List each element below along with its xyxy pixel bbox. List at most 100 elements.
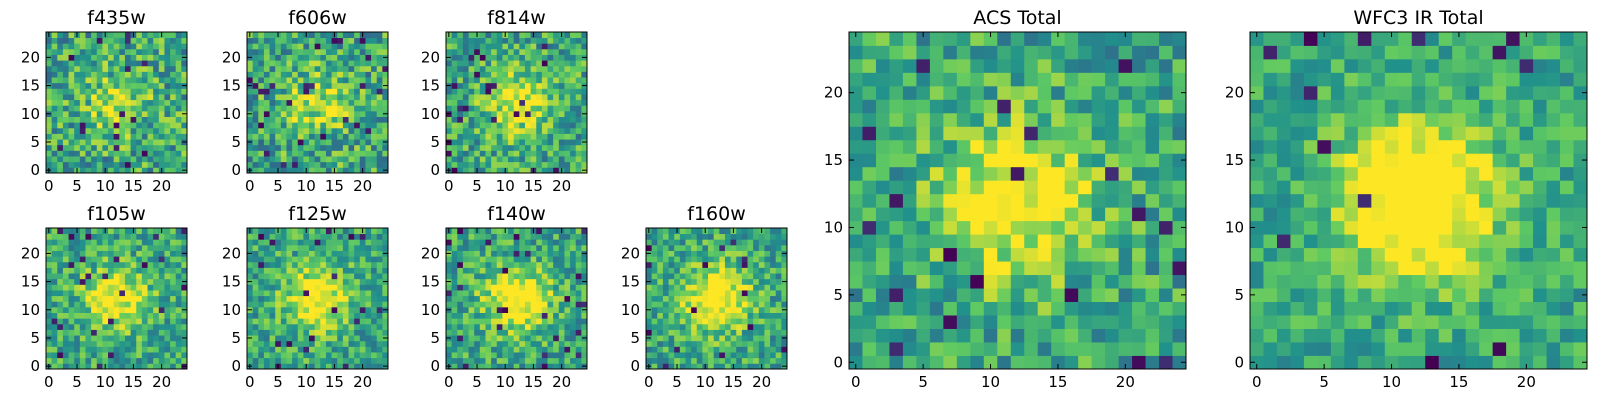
- heatmap-cell: [51, 352, 58, 359]
- heatmap-cell: [581, 150, 588, 157]
- heatmap-cell: [263, 318, 270, 325]
- heatmap-cell: [96, 295, 103, 302]
- heatmap-cell: [541, 110, 548, 117]
- heatmap-cell: [1105, 301, 1119, 316]
- heatmap-cell: [164, 71, 171, 78]
- heatmap-cell: [446, 88, 453, 95]
- heatmap-cell: [1132, 180, 1146, 195]
- heatmap-cell: [468, 71, 475, 78]
- heatmap-cell: [775, 363, 782, 370]
- heatmap-cell: [468, 256, 475, 263]
- heatmap-cell: [320, 278, 327, 285]
- heatmap-cell: [558, 239, 565, 246]
- heatmap-cell: [354, 352, 361, 359]
- heatmap-cell: [457, 48, 464, 55]
- heatmap-cell: [96, 256, 103, 263]
- heatmap-cell: [1064, 207, 1079, 222]
- heatmap-cell: [530, 261, 537, 268]
- heatmap-cell: [747, 318, 754, 325]
- heatmap-cell: [359, 161, 366, 168]
- heatmap-cell: [136, 239, 143, 246]
- heatmap-cell: [325, 233, 332, 240]
- heatmap-cell: [57, 363, 64, 370]
- heatmap-cell: [96, 335, 103, 342]
- heatmap-cell: [153, 301, 160, 308]
- heatmap-cell: [508, 352, 515, 359]
- heatmap-cell: [269, 323, 276, 330]
- heatmap-cell: [325, 261, 332, 268]
- heatmap-cell: [113, 60, 120, 67]
- heatmap-cell: [247, 116, 254, 123]
- heatmap-cell: [741, 273, 748, 280]
- heatmap-cell: [462, 71, 469, 78]
- heatmap-cell: [342, 363, 349, 370]
- heatmap-cell: [247, 94, 254, 101]
- heatmap-cell: [269, 71, 276, 78]
- heatmap-cell: [775, 301, 782, 308]
- heatmap-cell: [348, 167, 355, 174]
- heatmap-cell: [252, 48, 259, 55]
- heatmap-cell: [320, 340, 327, 347]
- heatmap-cell: [371, 37, 378, 44]
- heatmap-cell: [485, 144, 492, 151]
- heatmap-cell: [158, 256, 165, 263]
- heatmap-cell: [1091, 274, 1106, 289]
- heatmap-cell: [479, 301, 486, 308]
- heatmap-cell: [491, 233, 498, 240]
- heatmap-cell: [519, 99, 526, 106]
- heatmap-cell: [286, 233, 293, 240]
- heatmap-cell: [849, 207, 863, 222]
- heatmap-cell: [382, 301, 389, 308]
- heatmap-cell: [524, 139, 531, 146]
- heatmap-cell: [68, 273, 75, 280]
- heatmap-cell: [164, 295, 171, 302]
- heatmap-cell: [91, 65, 98, 72]
- heatmap-cell: [309, 156, 316, 163]
- heatmap-cell: [119, 323, 126, 330]
- heatmap-cell: [258, 261, 265, 268]
- heatmap-cell: [365, 329, 372, 336]
- heatmap-cell: [175, 99, 182, 106]
- heatmap-cell: [124, 99, 131, 106]
- heatmap-cell: [508, 88, 515, 95]
- heatmap-cell: [462, 133, 469, 140]
- heatmap-cell: [474, 144, 481, 151]
- heatmap-cell: [724, 295, 731, 302]
- heatmap-cell: [685, 239, 692, 246]
- heatmap-cell: [108, 161, 115, 168]
- heatmap-cell: [651, 256, 658, 263]
- heatmap-cell: [513, 65, 520, 72]
- heatmap-cell: [119, 261, 126, 268]
- heatmap-cell: [764, 346, 771, 353]
- heatmap-cell: [371, 357, 378, 364]
- heatmap-cell: [170, 37, 177, 44]
- heatmap-cell: [382, 295, 389, 302]
- heatmap-cell: [519, 301, 526, 308]
- heatmap-cell: [108, 150, 115, 157]
- heatmap-cell: [108, 301, 115, 308]
- heatmap-cell: [753, 278, 760, 285]
- heatmap-cell: [708, 306, 715, 313]
- heatmap-cell: [108, 71, 115, 78]
- heatmap-cell: [502, 127, 509, 134]
- heatmap-cell: [79, 71, 86, 78]
- heatmap-cell: [46, 71, 53, 78]
- heatmap-cell: [685, 306, 692, 313]
- heatmap-cell: [558, 94, 565, 101]
- heatmap-cell: [68, 301, 75, 308]
- heatmap-cell: [102, 239, 109, 246]
- panel-title: f105w: [87, 203, 146, 225]
- heatmap-cell: [382, 244, 389, 251]
- heatmap-cell: [258, 94, 265, 101]
- heatmap-cell: [558, 352, 565, 359]
- heatmap-cell: [96, 54, 103, 61]
- heatmap-cell: [662, 273, 669, 280]
- heatmap-cell: [354, 156, 361, 163]
- heatmap-cell: [337, 88, 344, 95]
- heatmap-cell: [309, 284, 316, 291]
- heatmap-cell: [252, 273, 259, 280]
- heatmap-cell: [147, 301, 154, 308]
- heatmap-cell: [570, 284, 577, 291]
- heatmap-cell: [79, 228, 86, 235]
- heatmap-cell: [581, 239, 588, 246]
